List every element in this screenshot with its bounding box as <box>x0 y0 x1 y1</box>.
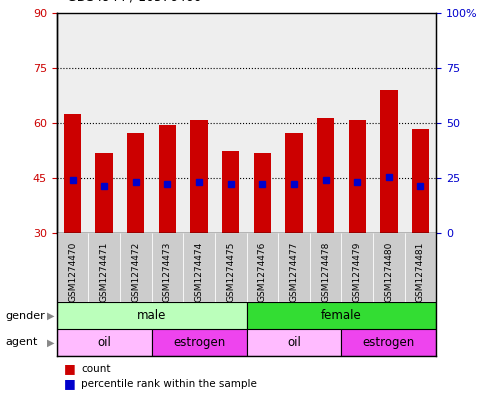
Text: ■: ■ <box>64 362 76 375</box>
Text: percentile rank within the sample: percentile rank within the sample <box>81 379 257 389</box>
Bar <box>57 233 88 302</box>
Text: GDS4944 / 10576460: GDS4944 / 10576460 <box>67 0 201 4</box>
Bar <box>285 132 303 233</box>
Text: gender: gender <box>5 310 45 321</box>
Text: oil: oil <box>97 336 111 349</box>
Text: male: male <box>137 309 166 322</box>
Bar <box>88 233 120 302</box>
Text: count: count <box>81 364 111 374</box>
Bar <box>341 233 373 302</box>
Bar <box>190 120 208 233</box>
Text: GSM1274476: GSM1274476 <box>258 242 267 302</box>
Bar <box>349 120 366 233</box>
Bar <box>253 153 271 233</box>
Bar <box>64 114 81 233</box>
Bar <box>57 329 152 356</box>
Text: GSM1274475: GSM1274475 <box>226 242 235 302</box>
Text: GSM1274480: GSM1274480 <box>385 242 393 302</box>
Bar <box>215 233 246 302</box>
Bar <box>152 233 183 302</box>
Bar <box>412 129 429 233</box>
Bar <box>159 125 176 233</box>
Bar <box>317 118 334 233</box>
Bar <box>405 233 436 302</box>
Bar <box>152 329 246 356</box>
Text: GSM1274481: GSM1274481 <box>416 242 425 302</box>
Bar <box>57 302 246 329</box>
Text: GSM1274473: GSM1274473 <box>163 242 172 302</box>
Text: GSM1274477: GSM1274477 <box>289 242 298 302</box>
Text: GSM1274474: GSM1274474 <box>195 242 204 302</box>
Bar <box>120 233 152 302</box>
Bar <box>380 90 397 233</box>
Bar <box>246 233 278 302</box>
Bar <box>310 233 341 302</box>
Bar <box>341 329 436 356</box>
Bar <box>127 132 144 233</box>
Bar <box>183 233 215 302</box>
Text: ■: ■ <box>64 377 76 390</box>
Text: oil: oil <box>287 336 301 349</box>
Text: GSM1274479: GSM1274479 <box>352 242 362 302</box>
Text: GSM1274472: GSM1274472 <box>131 242 141 302</box>
Bar <box>222 151 240 233</box>
Text: GSM1274478: GSM1274478 <box>321 242 330 302</box>
Bar <box>96 153 113 233</box>
Text: female: female <box>321 309 362 322</box>
Text: GSM1274471: GSM1274471 <box>100 242 108 302</box>
Text: agent: agent <box>5 337 37 347</box>
Bar <box>246 302 436 329</box>
Text: ▶: ▶ <box>47 337 54 347</box>
Text: GSM1274470: GSM1274470 <box>68 242 77 302</box>
Bar <box>373 233 405 302</box>
Text: estrogen: estrogen <box>363 336 415 349</box>
Text: ▶: ▶ <box>47 310 54 321</box>
Bar <box>246 329 341 356</box>
Text: estrogen: estrogen <box>173 336 225 349</box>
Bar <box>278 233 310 302</box>
